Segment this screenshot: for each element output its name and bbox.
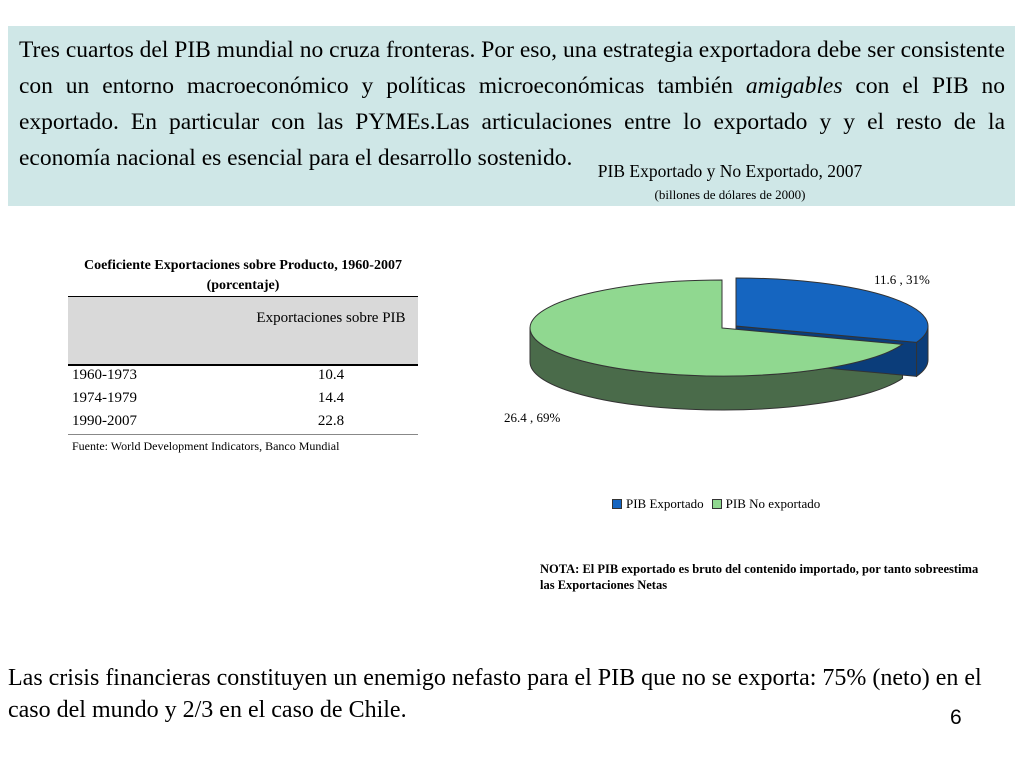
table-period-cell: 1974-1979 (72, 390, 137, 406)
legend-label-exported: PIB Exportado (626, 496, 704, 511)
pie-chart: 11.6 , 31% 26.4 , 69% (504, 272, 930, 425)
table-period-cell: 1990-2007 (72, 413, 137, 429)
table-source: Fuente: World Development Indicators, Ba… (72, 439, 340, 453)
slice-not-exported (529, 279, 904, 377)
table-period-cell: 1960-1973 (72, 367, 137, 383)
conclusion-text: Las crisis financieras constituyen un en… (8, 665, 982, 723)
table-row: 1960-1973 10.4 (68, 367, 418, 388)
intro-italic-word: amigables (745, 73, 843, 99)
page-number: 6 (950, 706, 962, 729)
table-value-cell: 14.4 (317, 390, 345, 406)
table-caption: Coeficiente Exportaciones sobre Producto… (84, 258, 402, 293)
pie-legend: PIB Exportado PIB No exportado (612, 496, 828, 512)
legend-item-not-exported: PIB No exportado (711, 496, 821, 512)
intro-text-part2: con el PIB no exportado. En particular c… (19, 73, 1006, 171)
table-value-cell: 22.8 (317, 413, 345, 429)
pie-chart-subtitle: (billones de dólares de 2000) (654, 187, 806, 202)
data-label-exported: 11.6 , 31% (874, 272, 930, 287)
intro-paragraph: Tres cuartos del PIB mundial no cruza fr… (19, 32, 1005, 176)
intro-text-box: Tres cuartos del PIB mundial no cruza fr… (8, 26, 1015, 206)
data-label-not-exported: 26.4 , 69% (504, 410, 561, 425)
table-row: 1990-2007 22.8 (68, 413, 418, 434)
table-column-header: Exportaciones sobre PIB (256, 310, 406, 326)
intro-text-part1: Tres cuartos del PIB mundial no cruza fr… (19, 37, 1005, 99)
chart-note: NOTA: El PIB exportado es bruto del cont… (540, 562, 979, 592)
slice-exported (735, 277, 929, 343)
legend-item-exported: PIB Exportado (612, 496, 704, 512)
pie-chart-title: PIB Exportado y No Exportado, 2007 (597, 161, 863, 181)
legend-label-not-exported: PIB No exportado (725, 496, 821, 511)
legend-swatch-not-exported (711, 499, 722, 509)
legend-swatch-exported (612, 499, 622, 509)
table-header: Exportaciones sobre PIB (68, 296, 418, 366)
table-bottom-rule (68, 434, 418, 435)
table-row: 1974-1979 14.4 (68, 390, 418, 411)
table-value-cell: 10.4 (317, 367, 345, 383)
